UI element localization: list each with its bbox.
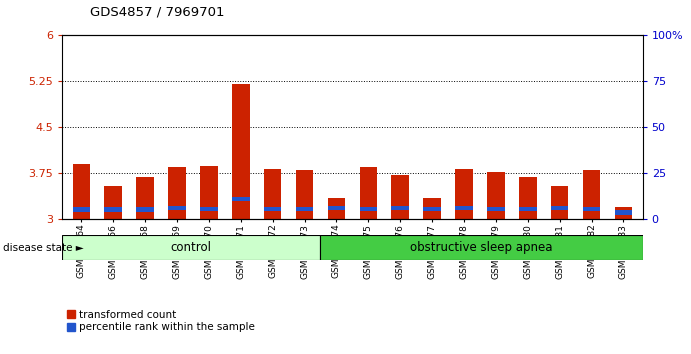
Bar — [487, 207, 504, 211]
Bar — [328, 198, 346, 219]
Bar — [551, 206, 569, 210]
Bar — [136, 177, 154, 219]
Bar — [200, 166, 218, 219]
Bar — [583, 170, 600, 219]
Bar — [73, 207, 90, 211]
Bar — [264, 207, 281, 211]
Bar — [73, 164, 90, 219]
Text: disease state ►: disease state ► — [3, 243, 84, 253]
Bar — [328, 206, 346, 210]
Bar — [200, 207, 218, 211]
Bar — [136, 207, 154, 211]
Bar — [392, 206, 409, 210]
Bar — [296, 207, 313, 211]
Bar — [615, 207, 632, 219]
Legend: transformed count, percentile rank within the sample: transformed count, percentile rank withi… — [68, 310, 255, 332]
Bar — [615, 210, 632, 215]
Bar — [264, 169, 281, 219]
Bar — [455, 169, 473, 219]
Bar — [551, 186, 569, 219]
Bar — [359, 207, 377, 211]
Bar — [424, 198, 441, 219]
Bar — [424, 207, 441, 211]
Bar — [583, 207, 600, 211]
Bar — [104, 207, 122, 211]
Bar — [487, 172, 504, 219]
Text: obstructive sleep apnea: obstructive sleep apnea — [410, 241, 553, 254]
Bar — [232, 85, 249, 219]
Bar — [320, 235, 643, 260]
Bar — [168, 206, 186, 210]
Bar — [62, 235, 320, 260]
Bar — [296, 170, 313, 219]
Text: control: control — [171, 241, 211, 254]
Bar — [455, 206, 473, 210]
Bar — [104, 186, 122, 219]
Text: GDS4857 / 7969701: GDS4857 / 7969701 — [90, 5, 225, 18]
Bar — [232, 197, 249, 201]
Bar — [392, 175, 409, 219]
Bar — [359, 167, 377, 219]
Bar — [519, 177, 537, 219]
Bar — [168, 167, 186, 219]
Bar — [519, 207, 537, 211]
